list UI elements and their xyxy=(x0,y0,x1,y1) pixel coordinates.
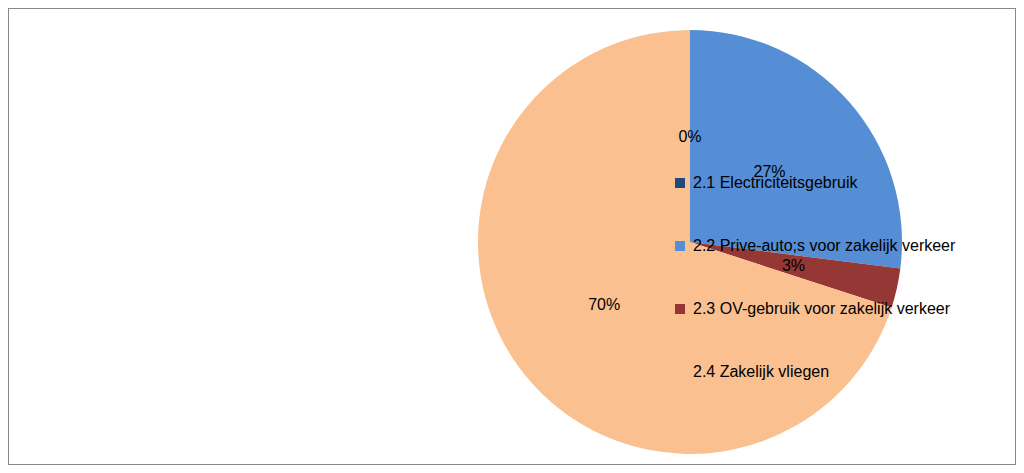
svg-text:0%: 0% xyxy=(678,128,701,145)
svg-text:3%: 3% xyxy=(782,257,805,274)
svg-text:27%: 27% xyxy=(753,163,785,180)
svg-text:70%: 70% xyxy=(588,296,620,313)
